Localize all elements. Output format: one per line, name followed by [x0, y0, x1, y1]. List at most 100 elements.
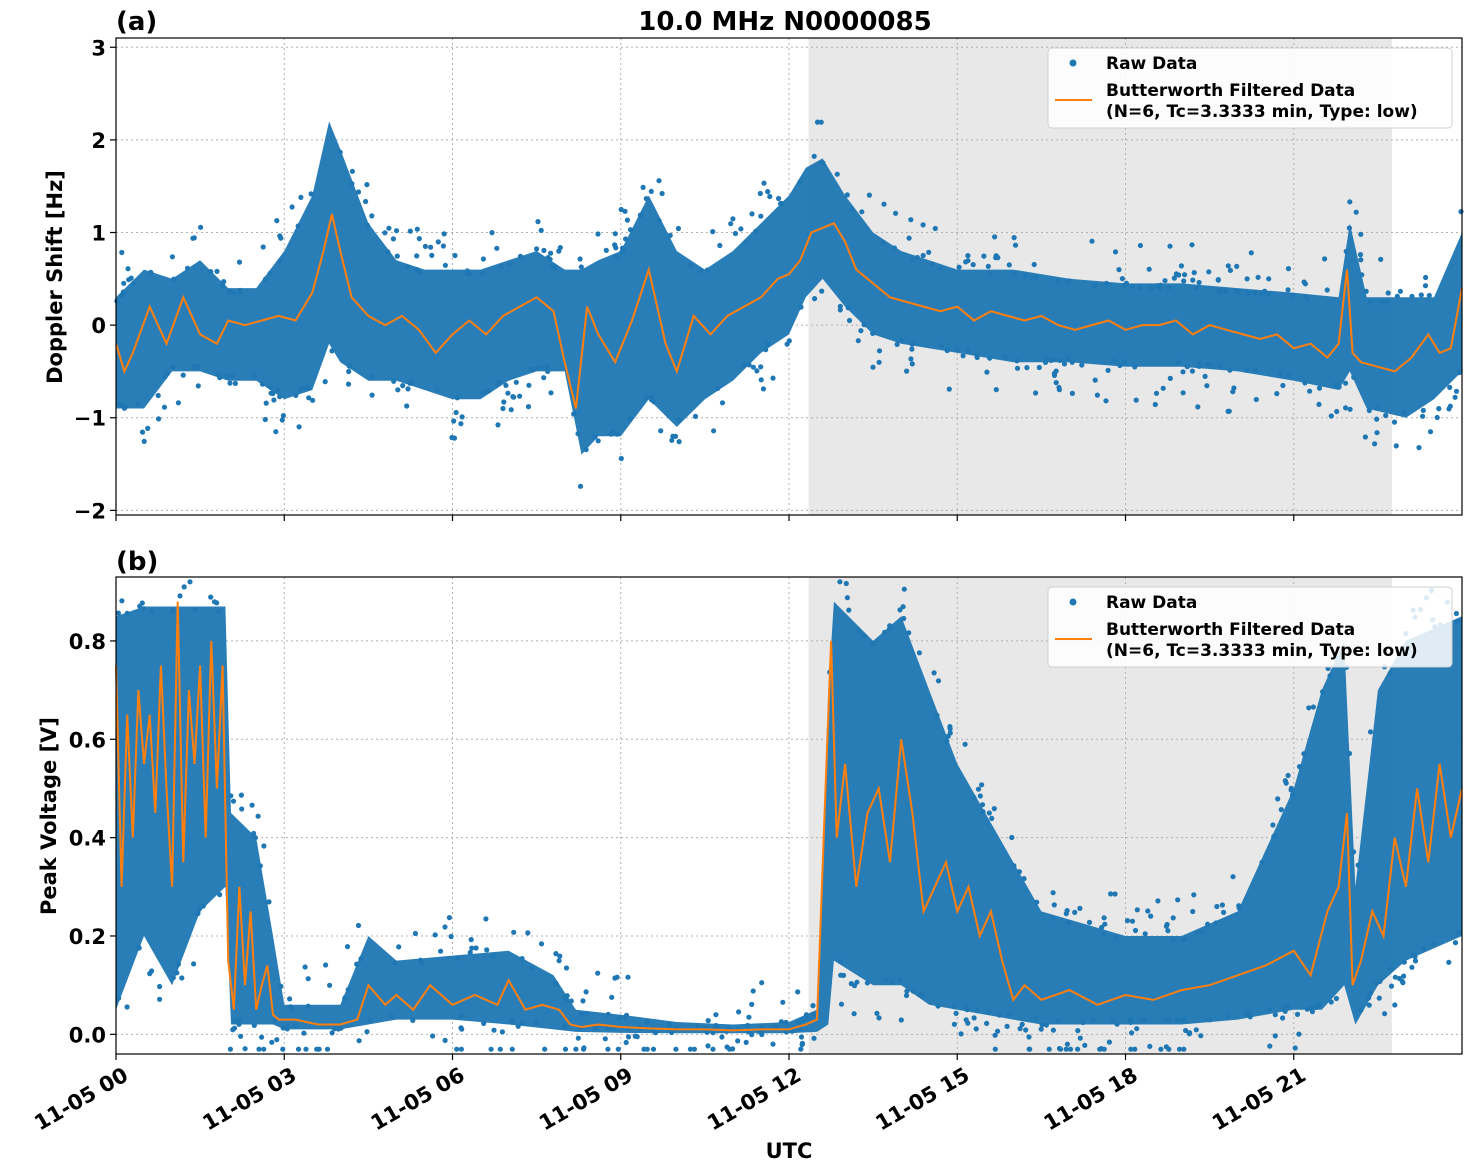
panel-a-raw-point — [262, 276, 269, 282]
panel-b-raw-point — [882, 629, 888, 636]
panel-a-raw-point — [920, 222, 926, 228]
panel-a-raw-point — [1374, 404, 1380, 410]
panel-b-raw-point — [616, 1016, 622, 1022]
panel-a-x-ticks — [115, 515, 1295, 521]
panel-b-raw-point — [1050, 916, 1056, 922]
panel-b-raw-point — [1401, 959, 1407, 965]
panel-a-raw-point — [876, 348, 883, 354]
panel-b-raw-point — [1267, 1043, 1273, 1049]
panel-a-raw-point — [296, 424, 302, 430]
panel-a-raw-point — [1103, 280, 1110, 286]
panel-b-raw-point — [876, 1015, 882, 1021]
panel-b-raw-point — [795, 989, 801, 995]
panel-a-raw-point — [1244, 367, 1250, 373]
panel-b-raw-point — [1170, 937, 1176, 943]
panel-a-raw-point — [394, 253, 400, 259]
panel-a-raw-point — [1132, 364, 1138, 370]
panel-a-raw-point — [656, 218, 662, 224]
panel-b-raw-point — [1275, 796, 1281, 802]
panel-b-raw-point — [1180, 937, 1186, 943]
panel-b-raw-point — [780, 999, 786, 1005]
panel-a-raw-point — [545, 368, 551, 374]
panel-a-raw-point — [1116, 267, 1122, 273]
panel-b-raw-point — [1285, 1003, 1291, 1009]
panel-a-raw-point — [1051, 370, 1057, 377]
panel-a-raw-point — [329, 348, 335, 354]
panel-b-raw-point — [208, 594, 214, 600]
panel-a-ytick-label: 2 — [91, 129, 106, 153]
panel-a-raw-point — [946, 386, 952, 392]
panel-b-raw-point — [187, 579, 193, 585]
panel-b-raw-point — [623, 1039, 629, 1046]
x-tick-label: 11-05 21 — [1208, 1063, 1310, 1136]
panel-b-raw-point — [1327, 673, 1333, 679]
panel-a-raw-point — [1378, 256, 1384, 262]
panel-a-raw-point — [987, 355, 993, 361]
panel-a-raw-point — [1316, 401, 1322, 407]
panel-b-raw-point — [632, 1033, 638, 1039]
panel-a-raw-point — [400, 383, 406, 389]
panel-b-raw-point — [147, 971, 153, 977]
panel-b-raw-point — [854, 979, 860, 985]
panel-b-raw-point — [713, 1022, 719, 1029]
panel-a-raw-point — [1064, 356, 1070, 362]
panel-b-raw-point — [1296, 764, 1303, 770]
panel-b-raw-point — [1453, 610, 1459, 617]
panel-b-raw-point — [581, 1046, 587, 1052]
panel-b-legend-raw-marker — [1069, 598, 1077, 606]
panel-b-raw-point — [1377, 978, 1383, 985]
panel-a-raw-point — [1416, 445, 1422, 451]
panel-b-raw-point — [1272, 1012, 1278, 1018]
panel-b-raw-point — [1026, 1046, 1032, 1052]
panel-b-raw-point — [236, 1021, 242, 1027]
panel-a-raw-point — [517, 253, 524, 259]
panel-b-raw-point — [332, 1026, 338, 1032]
panel-b-raw-point — [239, 806, 245, 812]
panel-b-raw-point — [195, 910, 201, 917]
panel-a-raw-point — [293, 392, 299, 398]
panel-a-raw-point — [355, 189, 362, 195]
panel-b-raw-point — [1077, 1035, 1083, 1041]
panel-b-raw-point — [1110, 1017, 1116, 1023]
panel-b-raw-point — [1236, 905, 1242, 911]
panel-a-raw-point — [162, 374, 168, 380]
panel-b-raw-point — [1214, 903, 1220, 910]
panel-b-raw-point — [1139, 1017, 1145, 1023]
panel-a-raw-point — [1374, 416, 1380, 422]
panel-a-raw-point — [277, 259, 283, 265]
panel-b-raw-point — [934, 712, 940, 718]
panel-b-raw-point — [1190, 908, 1196, 915]
panel-a-raw-point — [761, 180, 767, 186]
panel-b-raw-point — [1301, 751, 1307, 757]
panel-b-raw-point — [1387, 670, 1393, 676]
panel-b-raw-point — [252, 835, 258, 841]
panel-b-raw-point — [354, 961, 360, 967]
panel-a-raw-point — [548, 262, 555, 269]
panel-a-raw-point — [1042, 359, 1049, 365]
panel-a-raw-point — [275, 387, 281, 393]
panel-a-raw-point — [1092, 377, 1098, 383]
panel-b-raw-point — [529, 965, 535, 971]
panel-a-raw-point — [279, 417, 285, 423]
panel-b-y-ticks: 0.0 0.2 0.4 0.6 0.8 — [69, 630, 116, 1047]
panel-b-raw-point — [1456, 929, 1462, 936]
panel-a-raw-point — [534, 246, 540, 252]
panel-a-raw-point — [428, 244, 434, 250]
panel-a-raw-point — [741, 362, 747, 368]
panel-a-legend-filtered-label: Butterworth Filtered Data — [1106, 81, 1355, 101]
panel-b-raw-point — [883, 977, 889, 984]
panel-a-raw-point — [1152, 401, 1158, 408]
panel-a-raw-point — [125, 266, 131, 272]
panel-a-raw-point — [1011, 235, 1017, 241]
panel-a-raw-point — [1274, 391, 1280, 397]
panel-a-raw-point — [1367, 299, 1373, 305]
panel-a-raw-point — [1181, 278, 1187, 284]
panel-b-raw-point — [851, 1011, 857, 1017]
panel-a-legend-box — [1047, 47, 1453, 129]
panel-b-raw-point — [249, 802, 255, 808]
panel-b-raw-point — [116, 995, 122, 1001]
panel-a-raw-point — [208, 269, 214, 275]
panel-a-raw-point — [1173, 271, 1179, 277]
panel-a-raw-point — [614, 431, 620, 437]
panel-a-raw-point — [260, 244, 266, 250]
